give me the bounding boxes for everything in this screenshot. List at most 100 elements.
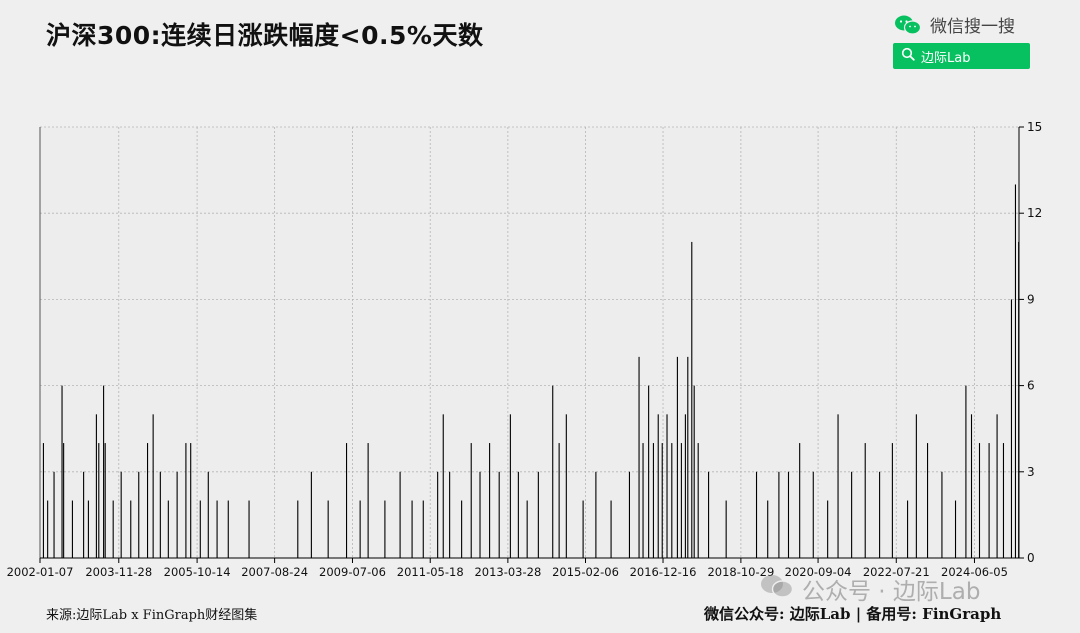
bar: [146, 443, 149, 558]
bar: [708, 471, 710, 558]
bar: [915, 414, 917, 558]
bar: [185, 443, 187, 558]
bar: [442, 414, 444, 558]
x-tick-label: 2005-10-14: [164, 565, 231, 579]
bar: [827, 500, 829, 558]
bar: [159, 471, 161, 558]
bar: [787, 471, 790, 558]
x-tick-label: 2003-11-28: [85, 565, 152, 579]
bar: [399, 471, 401, 558]
chart-title: 沪深300:连续日涨跌幅度<0.5%天数: [46, 21, 484, 50]
bar: [638, 356, 640, 558]
bar: [988, 443, 990, 558]
x-tick-label: 2007-08-24: [241, 565, 308, 579]
bar: [83, 471, 85, 558]
x-tick-label: 2013-03-28: [474, 565, 541, 579]
bar: [642, 443, 644, 558]
bar: [207, 471, 209, 558]
y-tick-label: 9: [1027, 292, 1035, 306]
bar: [582, 500, 584, 558]
y-tick-label: 6: [1027, 379, 1035, 393]
bar: [552, 385, 554, 558]
bar: [812, 471, 814, 558]
bar: [755, 471, 758, 558]
bar: [851, 471, 853, 558]
bar: [1014, 184, 1017, 558]
wechat-search-text: 微信搜一搜: [930, 17, 1015, 37]
x-tick-label: 2015-02-06: [552, 565, 619, 579]
bar: [227, 500, 229, 558]
x-tick-label: 2011-05-18: [397, 565, 464, 579]
bar: [61, 385, 63, 558]
bar: [87, 500, 89, 558]
bar: [970, 414, 973, 558]
bar: [767, 500, 769, 558]
y-tick-label: 15: [1027, 120, 1042, 134]
bar: [954, 500, 957, 558]
y-tick-label: 3: [1027, 465, 1035, 479]
bar: [687, 356, 689, 558]
bar: [907, 500, 909, 558]
bar: [610, 500, 612, 558]
bar: [1002, 443, 1005, 558]
plot-background: [40, 127, 1019, 558]
bar: [526, 500, 528, 558]
bar: [799, 443, 801, 558]
bar: [120, 471, 122, 558]
bar: [470, 443, 472, 558]
bar: [691, 241, 693, 558]
bar: [112, 500, 114, 558]
bar: [652, 443, 654, 558]
bar: [725, 500, 727, 558]
account-note: 微信公众号: 边际Lab | 备用号: FinGraph: [704, 605, 1002, 623]
bar: [1010, 299, 1013, 558]
x-tick-label: 2020-09-04: [785, 565, 852, 579]
bar: [437, 471, 439, 558]
bar: [190, 443, 192, 558]
bar: [489, 443, 491, 558]
bar: [680, 443, 682, 558]
bar: [71, 500, 73, 558]
bar: [63, 443, 65, 558]
bar: [138, 471, 140, 558]
bar: [671, 443, 673, 558]
bar: [384, 500, 386, 558]
wechat-search-label: 微信搜一搜: [894, 12, 1015, 37]
bar: [449, 471, 451, 558]
bar: [359, 500, 361, 558]
bar: [837, 414, 839, 558]
bar: [47, 500, 49, 558]
bar: [517, 471, 519, 558]
bar: [98, 443, 100, 558]
y-tick-label: 0: [1027, 551, 1035, 565]
x-tick-label: 2022-07-21: [863, 565, 930, 579]
bar: [684, 414, 686, 558]
bar: [327, 500, 329, 558]
search-icon: [901, 47, 915, 65]
bar: [697, 443, 699, 558]
bar: [558, 443, 560, 558]
wechat-logo-icon: [894, 14, 922, 36]
x-tick-label: 2024-06-05: [941, 565, 1008, 579]
bar: [42, 443, 44, 558]
bar: [297, 500, 299, 558]
x-tick-label: 2016-12-16: [630, 565, 697, 579]
search-box-text: 边际Lab: [921, 50, 971, 66]
source-note: 来源:边际Lab x FinGraph财经图集: [46, 608, 258, 623]
bar: [941, 471, 943, 558]
bar: [864, 443, 866, 558]
bar: [479, 471, 481, 558]
x-tick-label: 2018-10-29: [707, 565, 774, 579]
bar: [310, 471, 312, 558]
bar: [676, 356, 678, 558]
bar: [648, 385, 650, 558]
bar: [345, 443, 348, 558]
bar: [422, 500, 424, 558]
bar: [891, 443, 893, 558]
bar: [216, 500, 218, 558]
bar: [657, 414, 659, 558]
search-box[interactable]: 边际Lab: [893, 43, 1030, 69]
bar: [461, 500, 463, 558]
x-tick-label: 2002-01-07: [7, 565, 74, 579]
